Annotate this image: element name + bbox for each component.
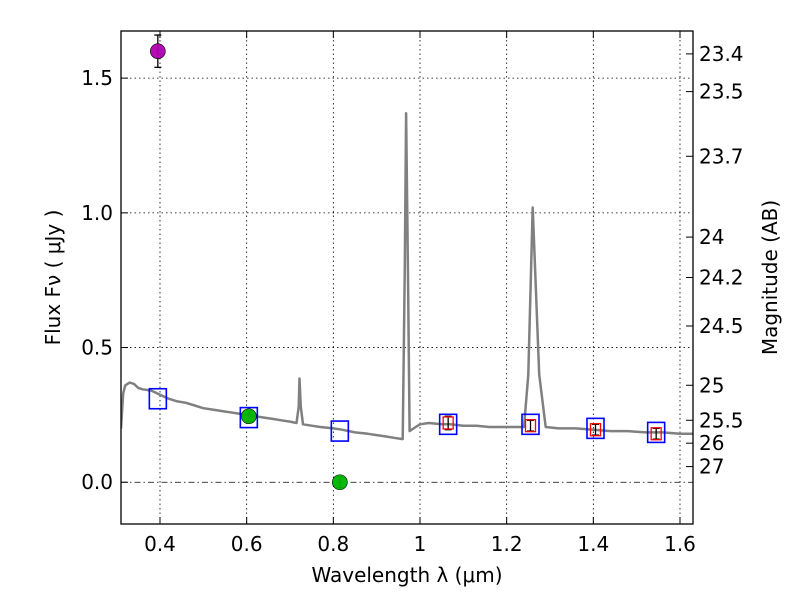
mag-tick-label: 25 — [699, 373, 724, 397]
model-photometry-point — [586, 417, 605, 440]
y-tick-label: 0.0 — [81, 470, 113, 494]
model-photometry-point — [646, 421, 666, 444]
model-photometry-point — [438, 413, 458, 436]
mag-tick-label: 24.5 — [699, 314, 744, 338]
observed-photometry-point — [524, 419, 537, 433]
mag-tick-label: 27 — [699, 455, 724, 479]
axis-ticks: 0.4 0.6 0.8 1 1.2 1.4 1.6 0.0 0.5 1.0 1.5 23.4 23.5 2… — [81, 31, 744, 556]
data-layer — [121, 34, 693, 491]
model-photometry-point — [239, 406, 259, 429]
error-bar — [652, 427, 660, 440]
x-tick-label: 1.6 — [664, 532, 696, 556]
observed-photometry-point — [332, 474, 348, 491]
observed-photometry-point — [589, 423, 602, 437]
x-tick-label: 0.6 — [231, 532, 263, 556]
mag-tick-label: 25.5 — [699, 408, 744, 432]
observed-photometry-point — [442, 416, 454, 430]
error-bar — [444, 415, 452, 431]
x-axis-label: Wavelength λ (μm) — [311, 563, 502, 587]
y-tick-label: 1.0 — [81, 201, 113, 225]
x-tick-label: 0.4 — [144, 532, 176, 556]
grid-lines — [121, 31, 693, 524]
mag-tick-label: 26 — [699, 431, 724, 455]
spectrum-line — [121, 111, 693, 441]
model-photometry-point — [330, 420, 350, 442]
model-photometry-point — [148, 387, 168, 410]
mag-tick-label: 24 — [699, 225, 724, 249]
x-tick-label: 0.8 — [317, 532, 349, 556]
x-tick-label: 1.4 — [577, 532, 609, 556]
y-axis-label: Flux Fν ( μJy ) — [41, 210, 65, 346]
error-bar — [527, 419, 534, 432]
x-tick-label: 1 — [414, 532, 427, 556]
observed-photometry-point — [150, 43, 166, 60]
magnitude-axis-label: Magnitude (AB) — [758, 200, 782, 355]
mag-tick-label: 23.4 — [699, 42, 744, 66]
model-photometry-point — [521, 413, 540, 436]
mag-tick-label: 23.5 — [699, 80, 744, 104]
y-tick-label: 1.5 — [81, 66, 113, 90]
mag-tick-label: 24.2 — [699, 266, 744, 290]
y-tick-label: 0.5 — [81, 336, 113, 360]
observed-photometry-point — [650, 427, 662, 441]
mag-tick-label: 23.7 — [699, 144, 744, 168]
observed-photometry-point — [241, 408, 257, 425]
x-tick-label: 1.2 — [491, 532, 523, 556]
